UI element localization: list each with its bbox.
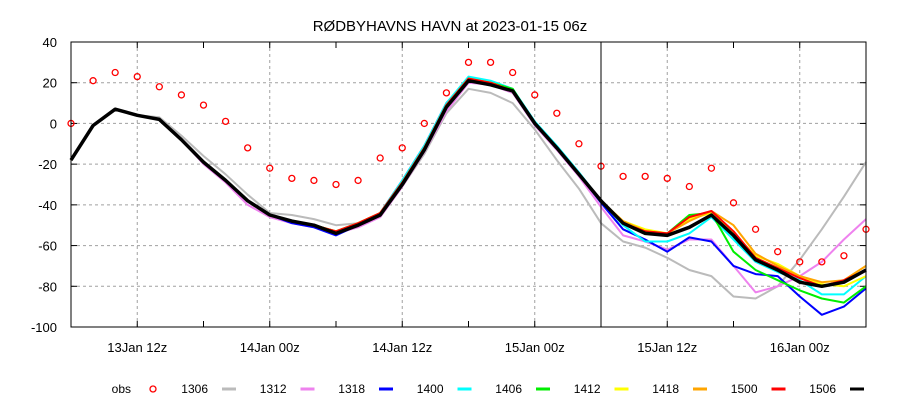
series-line-1406 <box>70 77 867 304</box>
obs-point <box>685 182 693 191</box>
x-tick-label: 14Jan 12z <box>372 340 432 355</box>
legend-label-1312: 1312 <box>260 382 287 396</box>
obs-point <box>641 172 649 181</box>
x-tick-label: 15Jan 00z <box>505 340 565 355</box>
y-tick-label: 40 <box>43 35 57 50</box>
series-lines <box>69 75 867 316</box>
obs-point <box>244 144 252 152</box>
grid <box>71 42 866 327</box>
obs-point <box>531 91 539 99</box>
y-tick-label: 0 <box>50 116 57 131</box>
obs-point <box>486 58 495 67</box>
obs-point <box>89 77 97 85</box>
obs-point <box>177 91 186 99</box>
legend-label-1500: 1500 <box>731 382 758 396</box>
obs-point <box>266 164 274 172</box>
y-tick-label: -80 <box>38 279 57 294</box>
obs-point <box>199 101 208 109</box>
x-tick-label: 16Jan 00z <box>770 340 830 355</box>
obs-point <box>464 58 473 67</box>
obs-point <box>729 199 738 207</box>
obs-point <box>420 119 428 128</box>
chart-title: RØDBYHAVNS HAVN at 2023-01-15 06z <box>313 18 588 35</box>
y-axis: -100 -80 -60 -40 -20 0 20 40 <box>31 35 866 335</box>
obs-point <box>840 252 848 260</box>
y-tick-label: 20 <box>43 76 57 91</box>
series-line-1412 <box>70 77 867 288</box>
obs-point <box>796 258 804 266</box>
series-line-1312 <box>70 81 867 294</box>
legend-label-1412: 1412 <box>574 382 601 396</box>
x-tick-label: 15Jan 12z <box>637 340 697 355</box>
series-line-1318 <box>70 77 867 316</box>
x-tick-label: 13Jan 12z <box>107 340 167 355</box>
legend-label-obs: obs <box>112 382 131 396</box>
obs-point <box>398 144 406 152</box>
y-tick-label: -60 <box>38 239 57 254</box>
legend-label-1406: 1406 <box>495 382 522 396</box>
legend-label-1418: 1418 <box>652 382 679 396</box>
obs-point <box>310 176 318 185</box>
obs-point <box>221 117 230 126</box>
legend-label-1306: 1306 <box>181 382 208 396</box>
legend-label-1400: 1400 <box>417 382 444 396</box>
obs-point <box>442 89 451 97</box>
series-line-1500 <box>70 77 867 288</box>
x-tick-label: 14Jan 00z <box>240 340 300 355</box>
obs-point <box>575 140 583 148</box>
legend: obs 1306 1312 1318 1400 1406 1412 1418 1500 1506 <box>112 382 864 396</box>
series-line-1306 <box>70 87 867 300</box>
legend-label-1318: 1318 <box>338 382 365 396</box>
obs-point <box>707 164 716 172</box>
obs-point <box>155 83 163 91</box>
obs-point <box>751 225 760 233</box>
y-tick-label: -40 <box>38 198 57 213</box>
obs-point <box>354 176 362 185</box>
obs-point <box>509 68 517 77</box>
obs-point <box>288 174 296 183</box>
legend-label-1506: 1506 <box>809 382 836 396</box>
y-tick-label: -100 <box>31 320 57 335</box>
obs-point <box>332 180 340 189</box>
legend-marker-obs <box>149 385 157 393</box>
obs-point <box>663 174 671 183</box>
obs-point <box>133 72 141 81</box>
plot-frame <box>70 41 867 328</box>
obs-point <box>619 172 627 181</box>
y-tick-label: -20 <box>38 157 57 172</box>
obs-markers <box>67 58 870 266</box>
obs-point <box>376 154 384 162</box>
obs-point <box>774 248 782 256</box>
obs-point <box>111 68 119 77</box>
obs-point <box>818 258 826 266</box>
series-line-1506 <box>69 78 867 289</box>
obs-point <box>553 109 561 117</box>
